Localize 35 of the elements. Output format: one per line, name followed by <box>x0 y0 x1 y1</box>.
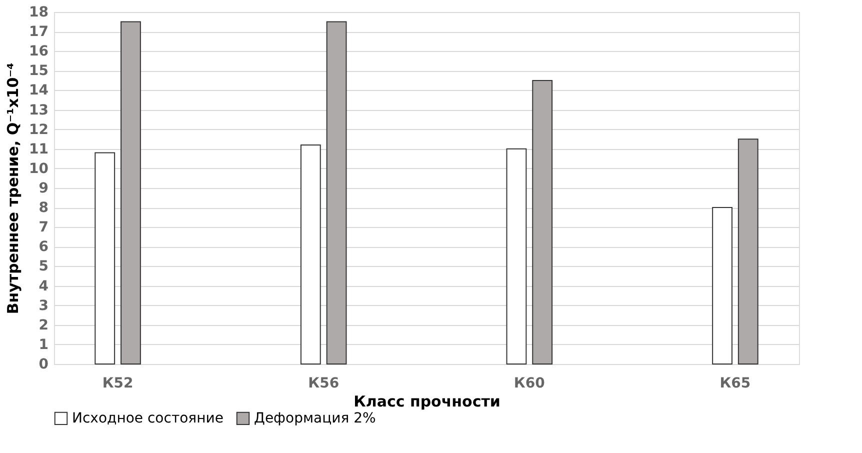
bar <box>300 144 321 364</box>
y-tick-label: 0 <box>38 356 49 372</box>
y-tick-label: 17 <box>29 24 48 40</box>
y-tick-label: 6 <box>38 239 48 256</box>
x-axis-title: Класс прочности <box>354 392 500 410</box>
x-tick-label: К56 <box>308 376 340 392</box>
x-tick-label: К52 <box>102 376 134 392</box>
y-tick-label: 14 <box>29 82 49 99</box>
y-tick-label: 1 <box>38 336 48 353</box>
y-tick-label: 10 <box>29 160 49 177</box>
y-tick-label: 7 <box>38 220 48 236</box>
y-tick-label: 9 <box>38 180 48 196</box>
y-axis-title: Внутреннее трение, Q⁻¹x10⁻⁴ <box>4 62 22 314</box>
y-tick-label: 4 <box>38 278 49 294</box>
x-tick-label: К65 <box>720 376 751 392</box>
bar <box>94 152 116 364</box>
y-tick-label: 3 <box>38 298 48 314</box>
x-tick-label: К60 <box>514 376 546 392</box>
bar <box>506 148 527 364</box>
bar <box>712 207 732 364</box>
bar <box>326 21 347 364</box>
y-tick-label: 16 <box>29 44 48 60</box>
bar <box>120 21 141 364</box>
y-tick-label: 12 <box>29 122 48 138</box>
legend-label: Деформация 2% <box>254 410 376 426</box>
y-tick-label: 18 <box>29 4 48 20</box>
y-tick-label: 13 <box>29 102 48 118</box>
bar <box>738 138 758 364</box>
y-tick-label: 11 <box>29 141 48 158</box>
y-tick-label: 5 <box>38 258 48 275</box>
y-tick-label: 8 <box>38 200 48 216</box>
y-tick-label: 15 <box>29 63 48 80</box>
bar <box>532 80 553 364</box>
legend-label: Исходное состояние <box>72 410 224 426</box>
y-tick-label: 2 <box>38 317 48 334</box>
